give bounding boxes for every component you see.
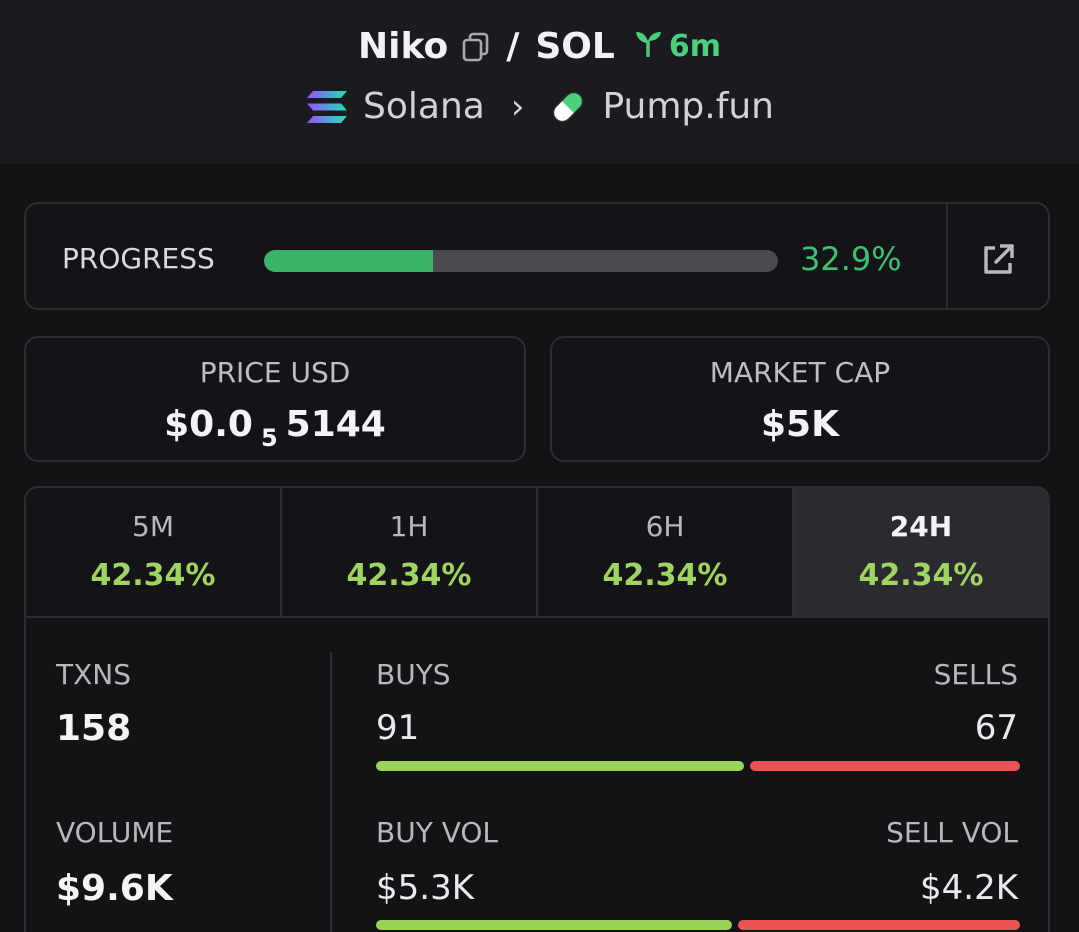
price-change-value: 42.34% <box>602 558 728 593</box>
progress-value: 32.9% <box>800 240 902 278</box>
tab-label: 1H <box>389 510 429 543</box>
market-cap-card: MARKET CAP $5K <box>550 336 1050 462</box>
volume-value: $9.6K <box>56 868 173 909</box>
tab-24h[interactable]: 24H 42.34% <box>794 488 1048 616</box>
sells-label: SELLS <box>933 658 1018 691</box>
market-cap-label: MARKET CAP <box>709 356 891 389</box>
sells-value: 67 <box>974 708 1018 748</box>
chevron-right-icon: › <box>510 86 525 127</box>
pill-icon <box>548 87 588 127</box>
launchpad-name[interactable]: Pump.fun <box>602 86 774 127</box>
transaction-details: TXNS 158 VOLUME $9.6K BUYS SELLS 91 67 B… <box>24 616 1050 932</box>
solana-logo-icon <box>305 89 349 125</box>
sell-vol-value: $4.2K <box>920 868 1018 908</box>
token-title-row: Niko / SOL 6m <box>0 26 1079 67</box>
pair-age-value: 6m <box>668 29 721 64</box>
price-usd-label: PRICE USD <box>199 356 351 389</box>
tab-5m[interactable]: 5M 42.34% <box>26 488 282 616</box>
sell-vol-bar <box>738 920 1020 930</box>
tab-label: 5M <box>132 510 174 543</box>
quote-symbol: SOL <box>535 26 615 67</box>
price-change-value: 42.34% <box>346 558 472 593</box>
column-divider <box>330 652 332 932</box>
buys-value: 91 <box>376 708 420 748</box>
tab-label: 6H <box>645 510 685 543</box>
buy-vol-value: $5.3K <box>376 868 474 908</box>
tab-label: 24H <box>889 510 953 543</box>
tab-6h[interactable]: 6H 42.34% <box>538 488 794 616</box>
market-cap-value: $5K <box>761 404 839 445</box>
buy-vol-label: BUY VOL <box>376 816 499 849</box>
pair-separator: / <box>506 26 520 67</box>
buys-label: BUYS <box>376 658 451 691</box>
pair-age: 6m <box>633 29 721 65</box>
buys-bar <box>376 761 744 771</box>
price-change-value: 42.34% <box>90 558 216 593</box>
token-name: Niko <box>358 26 449 67</box>
progress-bar-fill <box>264 250 434 272</box>
sells-bar <box>750 761 1020 771</box>
copy-icon[interactable] <box>462 32 490 62</box>
volume-label: VOLUME <box>56 816 174 849</box>
divider <box>946 204 948 308</box>
sell-vol-label: SELL VOL <box>886 816 1018 849</box>
price-suffix: 5144 <box>285 404 386 445</box>
chain-breadcrumb: Solana › Pump.fun <box>0 86 1079 127</box>
txns-label: TXNS <box>56 658 132 691</box>
external-link-icon[interactable] <box>980 242 1016 278</box>
price-usd-value: $0.0 5 5144 <box>26 404 524 452</box>
bonding-progress-card: PROGRESS 32.9% <box>24 202 1050 310</box>
price-prefix: $0.0 <box>164 404 253 445</box>
sprout-icon <box>633 29 669 65</box>
period-tabs: 5M 42.34% 1H 42.34% 6H 42.34% 24H 42.34% <box>24 486 1050 618</box>
token-header: Niko / SOL 6m <box>0 0 1079 164</box>
progress-label: PROGRESS <box>62 242 215 275</box>
progress-bar <box>264 250 778 272</box>
txns-value: 158 <box>56 708 132 749</box>
price-zero-count: 5 <box>260 424 278 452</box>
buy-vol-bar <box>376 920 732 930</box>
price-usd-card: PRICE USD $0.0 5 5144 <box>24 336 526 462</box>
chain-name[interactable]: Solana <box>363 86 485 127</box>
tab-1h[interactable]: 1H 42.34% <box>282 488 538 616</box>
price-change-value: 42.34% <box>858 558 984 593</box>
